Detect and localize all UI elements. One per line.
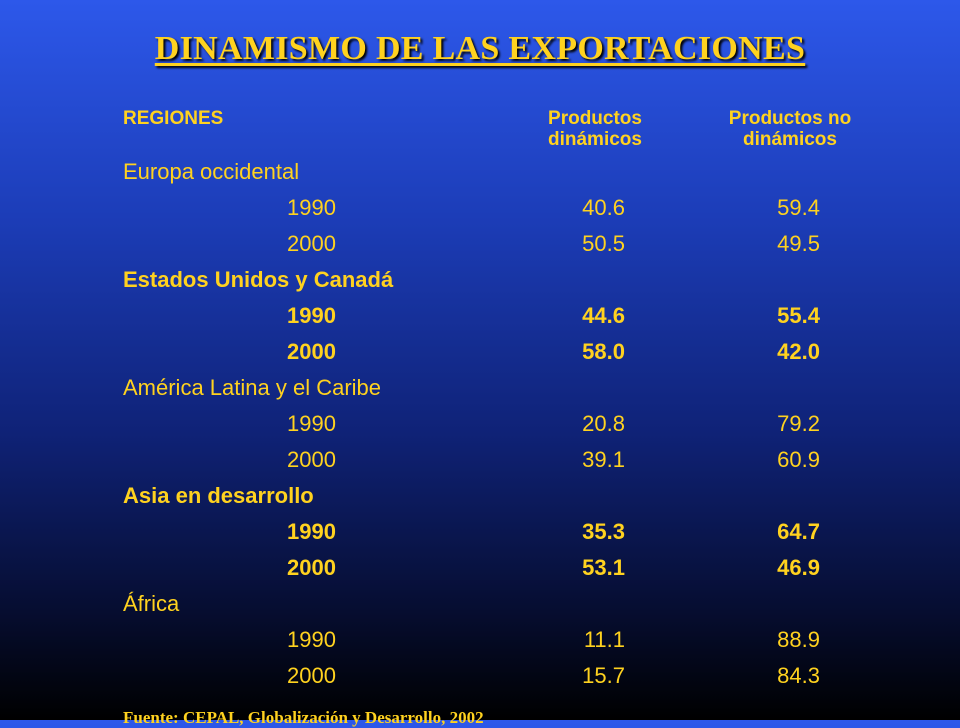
year-cell: 1990: [287, 195, 336, 220]
dynamic-value: 35.3: [582, 519, 625, 544]
nondynamic-value: 88.9: [777, 627, 820, 652]
dynamic-value: 20.8: [582, 411, 625, 436]
region-name: Europa occidental: [123, 159, 300, 184]
nondynamic-value: 60.9: [777, 447, 820, 472]
region-row: África: [0, 586, 960, 622]
region-row: América Latina y el Caribe: [0, 370, 960, 406]
slide-title: DINAMISMO DE LAS EXPORTACIONES: [154, 30, 806, 67]
year-row: 1990 11.1 88.9: [0, 622, 960, 658]
nondynamic-value: 42.0: [777, 339, 820, 364]
dynamic-value: 53.1: [582, 555, 625, 580]
region-row: Asia en desarrollo: [0, 478, 960, 514]
source-note: Fuente: CEPAL, Globalización y Desarroll…: [123, 708, 484, 727]
exports-table: Europa occidental 1990 40.6 59.4 2000 50…: [0, 154, 960, 694]
year-row: 1990 20.8 79.2: [0, 406, 960, 442]
dynamic-value: 58.0: [582, 339, 625, 364]
year-cell: 2000: [287, 447, 336, 472]
dynamic-value: 39.1: [582, 447, 625, 472]
year-cell: 1990: [287, 627, 336, 652]
header-regions: REGIONES: [123, 108, 224, 129]
year-row: 2000 53.1 46.9: [0, 550, 960, 586]
header-nondynamic-products: Productos no dinámicos: [690, 108, 890, 150]
header-dynamic-line1: Productos: [548, 108, 642, 129]
region-name: Asia en desarrollo: [123, 483, 314, 508]
header-nondynamic-line1: Productos no: [728, 108, 852, 129]
region-name: Estados Unidos y Canadá: [123, 267, 394, 292]
year-cell: 2000: [287, 663, 336, 688]
year-row: 1990 35.3 64.7: [0, 514, 960, 550]
dynamic-value: 44.6: [582, 303, 625, 328]
dynamic-value: 15.7: [582, 663, 625, 688]
region-name: África: [123, 591, 180, 616]
region-row: Estados Unidos y Canadá: [0, 262, 960, 298]
nondynamic-value: 55.4: [777, 303, 820, 328]
nondynamic-value: 46.9: [777, 555, 820, 580]
header-dynamic-line2: dinámicos: [548, 129, 642, 150]
nondynamic-value: 59.4: [777, 195, 820, 220]
year-row: 2000 58.0 42.0: [0, 334, 960, 370]
header-dynamic-products: Productos dinámicos: [490, 108, 700, 150]
header-nondynamic-line2: dinámicos: [743, 129, 837, 150]
year-cell: 2000: [287, 231, 336, 256]
nondynamic-value: 84.3: [777, 663, 820, 688]
nondynamic-value: 49.5: [777, 231, 820, 256]
year-cell: 1990: [287, 519, 336, 544]
year-cell: 2000: [287, 339, 336, 364]
dynamic-value: 40.6: [582, 195, 625, 220]
dynamic-value: 50.5: [582, 231, 625, 256]
year-row: 1990 40.6 59.4: [0, 190, 960, 226]
region-row: Europa occidental: [0, 154, 960, 190]
year-row: 2000 39.1 60.9: [0, 442, 960, 478]
year-cell: 2000: [287, 555, 336, 580]
nondynamic-value: 79.2: [777, 411, 820, 436]
year-row: 2000 50.5 49.5: [0, 226, 960, 262]
nondynamic-value: 64.7: [777, 519, 820, 544]
dynamic-value: 11.1: [583, 627, 625, 652]
year-cell: 1990: [287, 411, 336, 436]
region-name: América Latina y el Caribe: [123, 375, 382, 400]
year-row: 2000 15.7 84.3: [0, 658, 960, 694]
year-cell: 1990: [287, 303, 336, 328]
year-row: 1990 44.6 55.4: [0, 298, 960, 334]
